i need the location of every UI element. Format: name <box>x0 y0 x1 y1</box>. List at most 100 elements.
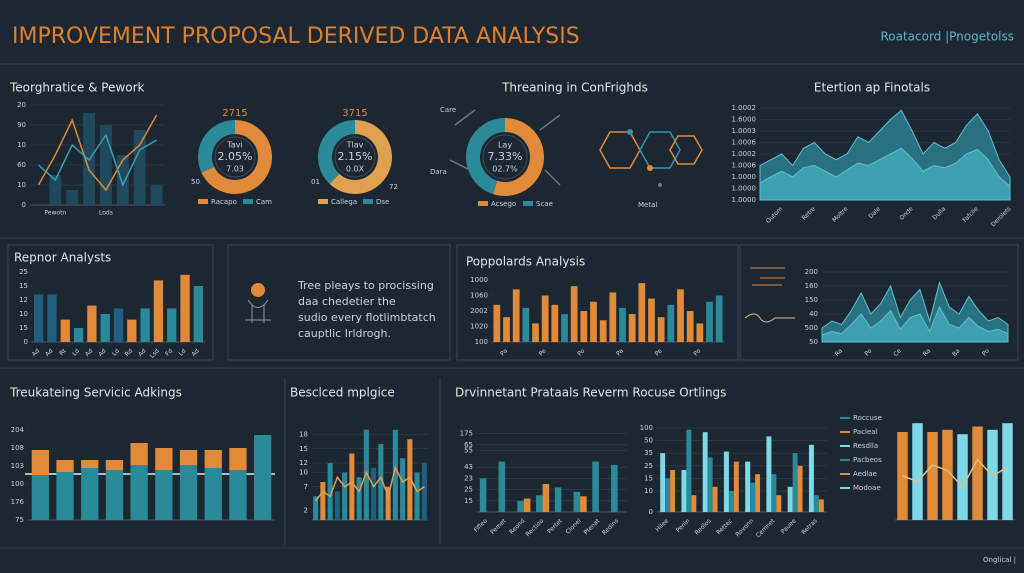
donut-inner-ring <box>334 136 376 178</box>
network-label: Care <box>440 106 456 114</box>
chart-title: Threaning in ConFrighds <box>501 81 648 95</box>
y-tick-label: 50 <box>644 437 653 445</box>
bar <box>193 286 204 342</box>
bar <box>536 495 543 512</box>
bar <box>696 323 704 342</box>
donut-center-label: 7.03 <box>226 165 244 174</box>
donut-center-label: 02.7% <box>492 165 518 174</box>
y-tick-label: 15 <box>464 497 473 505</box>
y-tick-label: 1000 <box>470 276 488 284</box>
y-tick-label: 100 <box>640 424 653 432</box>
bar <box>167 308 177 342</box>
y-tick-label: 200 <box>805 268 818 276</box>
bar <box>407 439 413 520</box>
bar <box>542 484 550 512</box>
legend-swatch <box>478 201 488 206</box>
y-tick-label: 65 <box>464 441 473 449</box>
bar <box>127 319 137 342</box>
bar <box>479 478 487 512</box>
donut-center-label: 7.33% <box>488 150 523 163</box>
x-tick-label: Po <box>981 347 991 357</box>
bar <box>942 429 953 520</box>
y-tick-label: 103 <box>11 462 24 470</box>
x-tick-label: Ra <box>922 347 933 358</box>
bar <box>140 308 150 342</box>
bar <box>628 314 636 342</box>
x-tick-label: Pewotn <box>44 210 66 217</box>
x-tick-label: Ad <box>190 347 201 358</box>
chart-title: Teorghratice & Pework <box>9 81 145 95</box>
donut-center-label: Lay <box>498 141 512 150</box>
x-tick-label: Rd <box>124 347 135 358</box>
bar <box>808 444 814 512</box>
y-tick-label: 25 <box>644 462 653 470</box>
legend-swatch <box>198 199 208 204</box>
area <box>759 147 1011 201</box>
bar <box>378 444 384 520</box>
bar <box>712 486 718 512</box>
bar <box>580 496 587 512</box>
y-tick-label: 15 <box>19 282 28 290</box>
bar <box>532 323 539 342</box>
x-tick-label: Ld <box>71 347 81 357</box>
bar <box>105 460 124 470</box>
bar <box>912 423 923 520</box>
legend-label: Aedlae <box>853 470 877 478</box>
y-tick-label: 1.0006 <box>732 139 757 147</box>
legend-label: Pacleal <box>853 428 878 436</box>
bar <box>681 470 687 512</box>
y-tick-label: 1.0000 <box>732 185 757 193</box>
bar <box>133 130 146 205</box>
bar <box>554 487 562 512</box>
bar <box>766 436 772 512</box>
network-label: Dara <box>430 168 447 176</box>
x-tick-label: Ad <box>44 347 55 358</box>
bar <box>599 320 607 342</box>
panel-text: sudio every flotlimbtatch <box>298 311 436 324</box>
legend-swatch <box>363 199 373 204</box>
legend-swatch <box>243 199 253 204</box>
bar <box>686 429 692 512</box>
y-tick-label: 35 <box>644 449 653 457</box>
bar <box>31 450 49 475</box>
bar <box>660 453 666 512</box>
bar <box>512 289 520 342</box>
legend-label: Racapo <box>211 198 237 206</box>
bar <box>493 304 501 342</box>
y-tick-label: 1.0000 <box>732 173 757 181</box>
line <box>315 465 425 502</box>
bar <box>590 301 597 342</box>
y-tick-label: 40 <box>809 310 818 318</box>
donut-top-label: 3715 <box>342 108 367 119</box>
network-label: Metal <box>638 201 657 209</box>
x-tick-label: Lods <box>99 210 113 217</box>
x-tick-label: Ad <box>84 347 95 358</box>
footer: Onglical | <box>983 556 1016 564</box>
bar <box>334 491 340 520</box>
bar <box>421 463 427 520</box>
donut-center-label: 2.05% <box>218 150 253 163</box>
bar <box>541 295 549 342</box>
bar <box>771 474 777 512</box>
bar <box>776 495 782 512</box>
chart-title: Poppolards Analysis <box>466 255 585 269</box>
y-tick-label: 25 <box>19 268 28 276</box>
donut-segment <box>198 120 236 173</box>
bar <box>400 458 406 520</box>
y-tick-label: 90 <box>17 121 26 129</box>
bar <box>750 482 756 512</box>
x-tick-label: Pa <box>615 347 625 357</box>
legend-label: Modoae <box>853 484 881 492</box>
bar <box>204 450 222 468</box>
x-tick-label: Pa <box>499 347 509 357</box>
bar <box>56 460 74 472</box>
brand: Roatacord |Pnogetolss <box>880 30 1014 44</box>
y-tick-label: 1.0002 <box>732 104 757 112</box>
bar <box>47 294 57 342</box>
panel-text: daa chedetier the <box>298 295 396 308</box>
bar <box>66 190 79 205</box>
bar <box>648 298 655 342</box>
y-tick-label: 18 <box>299 431 308 439</box>
bar <box>715 295 723 342</box>
bar <box>728 491 734 512</box>
